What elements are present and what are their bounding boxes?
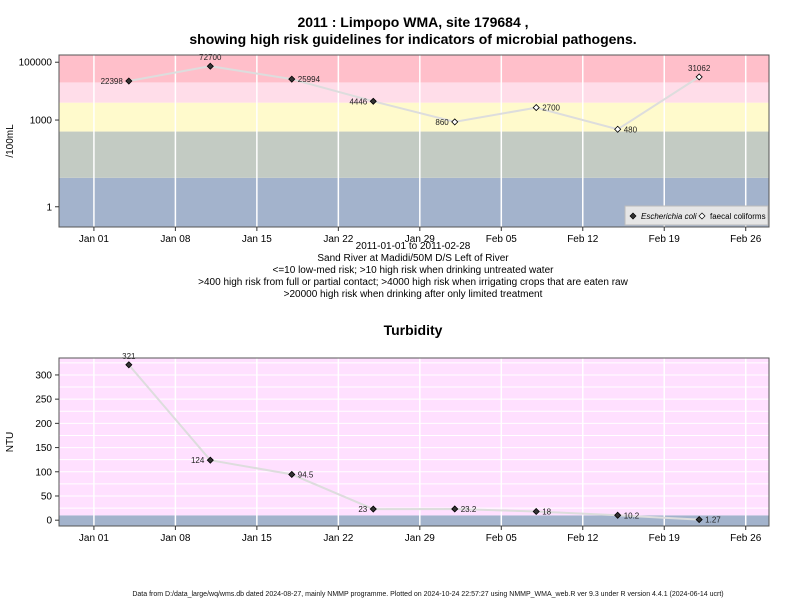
bot-ytick-label-0: 0 (46, 516, 52, 527)
bottom-y-axis-label: NTU (5, 432, 16, 453)
bottom-plot-frame (58, 357, 770, 527)
bot-point-label-7: 1.27 (705, 516, 721, 525)
top-point-4 (451, 118, 459, 126)
note-risk-contact: >400 high risk from full or partial cont… (198, 277, 628, 288)
top-plot-frame (58, 54, 770, 228)
bot-xtick-label-8: Feb 26 (730, 533, 762, 544)
bot-point-label-2: 94.5 (298, 470, 314, 479)
bot-point-0 (125, 361, 133, 369)
top-point-2 (288, 75, 296, 83)
top-point-label-4: 860 (435, 118, 449, 127)
top-axes: Jan 01 Jan 08 Jan 15 Jan 22 Jan 29 Feb 05 Feb … (19, 58, 762, 245)
top-ytick-label-0: 1 (46, 202, 52, 213)
top-band-4 (59, 55, 769, 83)
bot-xtick-label-4: Jan 29 (405, 533, 435, 544)
bot-point-3 (369, 505, 377, 513)
top-point-1 (206, 62, 214, 70)
top-connector (128, 65, 700, 131)
legend-box (624, 205, 769, 226)
top-point-7 (695, 73, 703, 81)
top-point-label-0: 22398 (101, 77, 124, 86)
top-risk-bands (59, 55, 769, 227)
top-y-axis-label: /100mL (5, 124, 16, 158)
top-xtick-label-3: Jan 22 (323, 234, 353, 245)
top-xtick-label-6: Feb 12 (567, 234, 599, 245)
bot-xtick-label-0: Jan 01 (79, 533, 109, 544)
note-risk-drinking: <=10 low-med risk; >10 high risk when dr… (273, 265, 555, 276)
bot-point-1 (206, 456, 214, 464)
top-point-label-3: 4446 (349, 97, 367, 106)
top-xtick-label-5: Feb 05 (486, 234, 518, 245)
top-point-label-6: 480 (624, 125, 638, 134)
bot-ytick-label-4: 200 (35, 419, 52, 430)
bot-point-label-3: 23 (358, 505, 367, 514)
legend-marker-open (698, 212, 706, 220)
note-site: Sand River at Madidi/50M D/S Left of Riv… (317, 253, 509, 264)
bottom-data-points: 321 124 94.5 23 23.2 18 10.2 1.27 (122, 352, 721, 525)
top-band-1 (59, 131, 769, 178)
top-xtick-label-1: Jan 08 (160, 234, 190, 245)
bot-point-label-4: 23.2 (461, 505, 477, 514)
top-xtick-label-4: Jan 29 (405, 234, 435, 245)
top-band-2 (59, 102, 769, 132)
bottom-bands (59, 358, 769, 526)
top-xtick-label-7: Feb 19 (649, 234, 681, 245)
bot-band-1 (59, 358, 769, 516)
bot-point-6 (614, 511, 622, 519)
bottom-gridlines (59, 358, 769, 526)
turbidity-title: Turbidity (384, 322, 443, 338)
bot-point-2 (288, 470, 296, 479)
bot-point-label-1: 124 (191, 456, 205, 465)
bot-point-5 (532, 507, 540, 516)
top-point-label-5: 2700 (542, 104, 560, 113)
bot-point-4 (451, 505, 459, 513)
footer-provenance: Data from D:/data_large/wq/wms.db dated … (132, 591, 723, 598)
bot-point-label-6: 10.2 (624, 511, 640, 520)
legend-label-faecal-coliforms: faecal coliforms (710, 212, 766, 221)
top-data-points: 22398 72700 25994 4446 860 2700 480 31062 (101, 53, 711, 134)
bot-ytick-label-1: 50 (41, 491, 53, 502)
top-gridlines (93, 55, 747, 227)
top-legend: Escherichia coli faecal coliforms (624, 205, 769, 226)
bot-band-0 (59, 515, 769, 526)
legend-label-e-coli: Escherichia coli (641, 212, 697, 221)
note-risk-treatment: >20000 high risk when drinking after onl… (284, 289, 543, 300)
top-ytick-label-2: 100000 (19, 58, 53, 69)
top-point-label-7: 31062 (688, 64, 711, 73)
top-xtick-label-2: Jan 15 (242, 234, 272, 245)
bot-ytick-label-2: 100 (35, 467, 52, 478)
bot-point-7 (695, 516, 703, 524)
bot-point-label-0: 321 (122, 352, 136, 361)
bottom-connector-lines (128, 364, 700, 521)
chart-subtitle: showing high risk guidelines for indicat… (189, 31, 636, 47)
note-date-range: 2011-01-01 to 2011-02-28 (356, 241, 471, 252)
bot-connector (128, 364, 700, 521)
top-point-3 (369, 97, 377, 105)
top-ytick-label-1: 1000 (30, 116, 53, 127)
top-point-5 (532, 104, 540, 112)
legend-marker-filled (629, 212, 637, 220)
bot-ytick-label-3: 150 (35, 443, 52, 454)
top-xtick-label-8: Feb 26 (730, 234, 762, 245)
chart-title: 2011 : Limpopo WMA, site 179684 , (297, 14, 528, 30)
top-point-6 (614, 125, 622, 133)
bot-ytick-label-6: 300 (35, 370, 52, 381)
top-xtick-label-0: Jan 01 (79, 234, 109, 245)
top-band-3 (59, 82, 769, 103)
top-point-0 (125, 77, 133, 85)
top-point-label-1: 72700 (199, 53, 222, 62)
bottom-axes: Jan 01 Jan 08 Jan 15 Jan 22 Jan 29 Feb 05 Feb … (35, 370, 761, 544)
bot-ytick-label-5: 250 (35, 395, 52, 406)
bot-xtick-label-7: Feb 19 (649, 533, 681, 544)
bot-xtick-label-6: Feb 12 (567, 533, 599, 544)
bot-xtick-label-3: Jan 22 (323, 533, 353, 544)
bot-xtick-label-1: Jan 08 (160, 533, 190, 544)
bot-point-label-5: 18 (542, 507, 551, 516)
bot-xtick-label-5: Feb 05 (486, 533, 518, 544)
bot-xtick-label-2: Jan 15 (242, 533, 272, 544)
top-point-label-2: 25994 (298, 75, 321, 84)
top-connector-lines (128, 65, 700, 131)
